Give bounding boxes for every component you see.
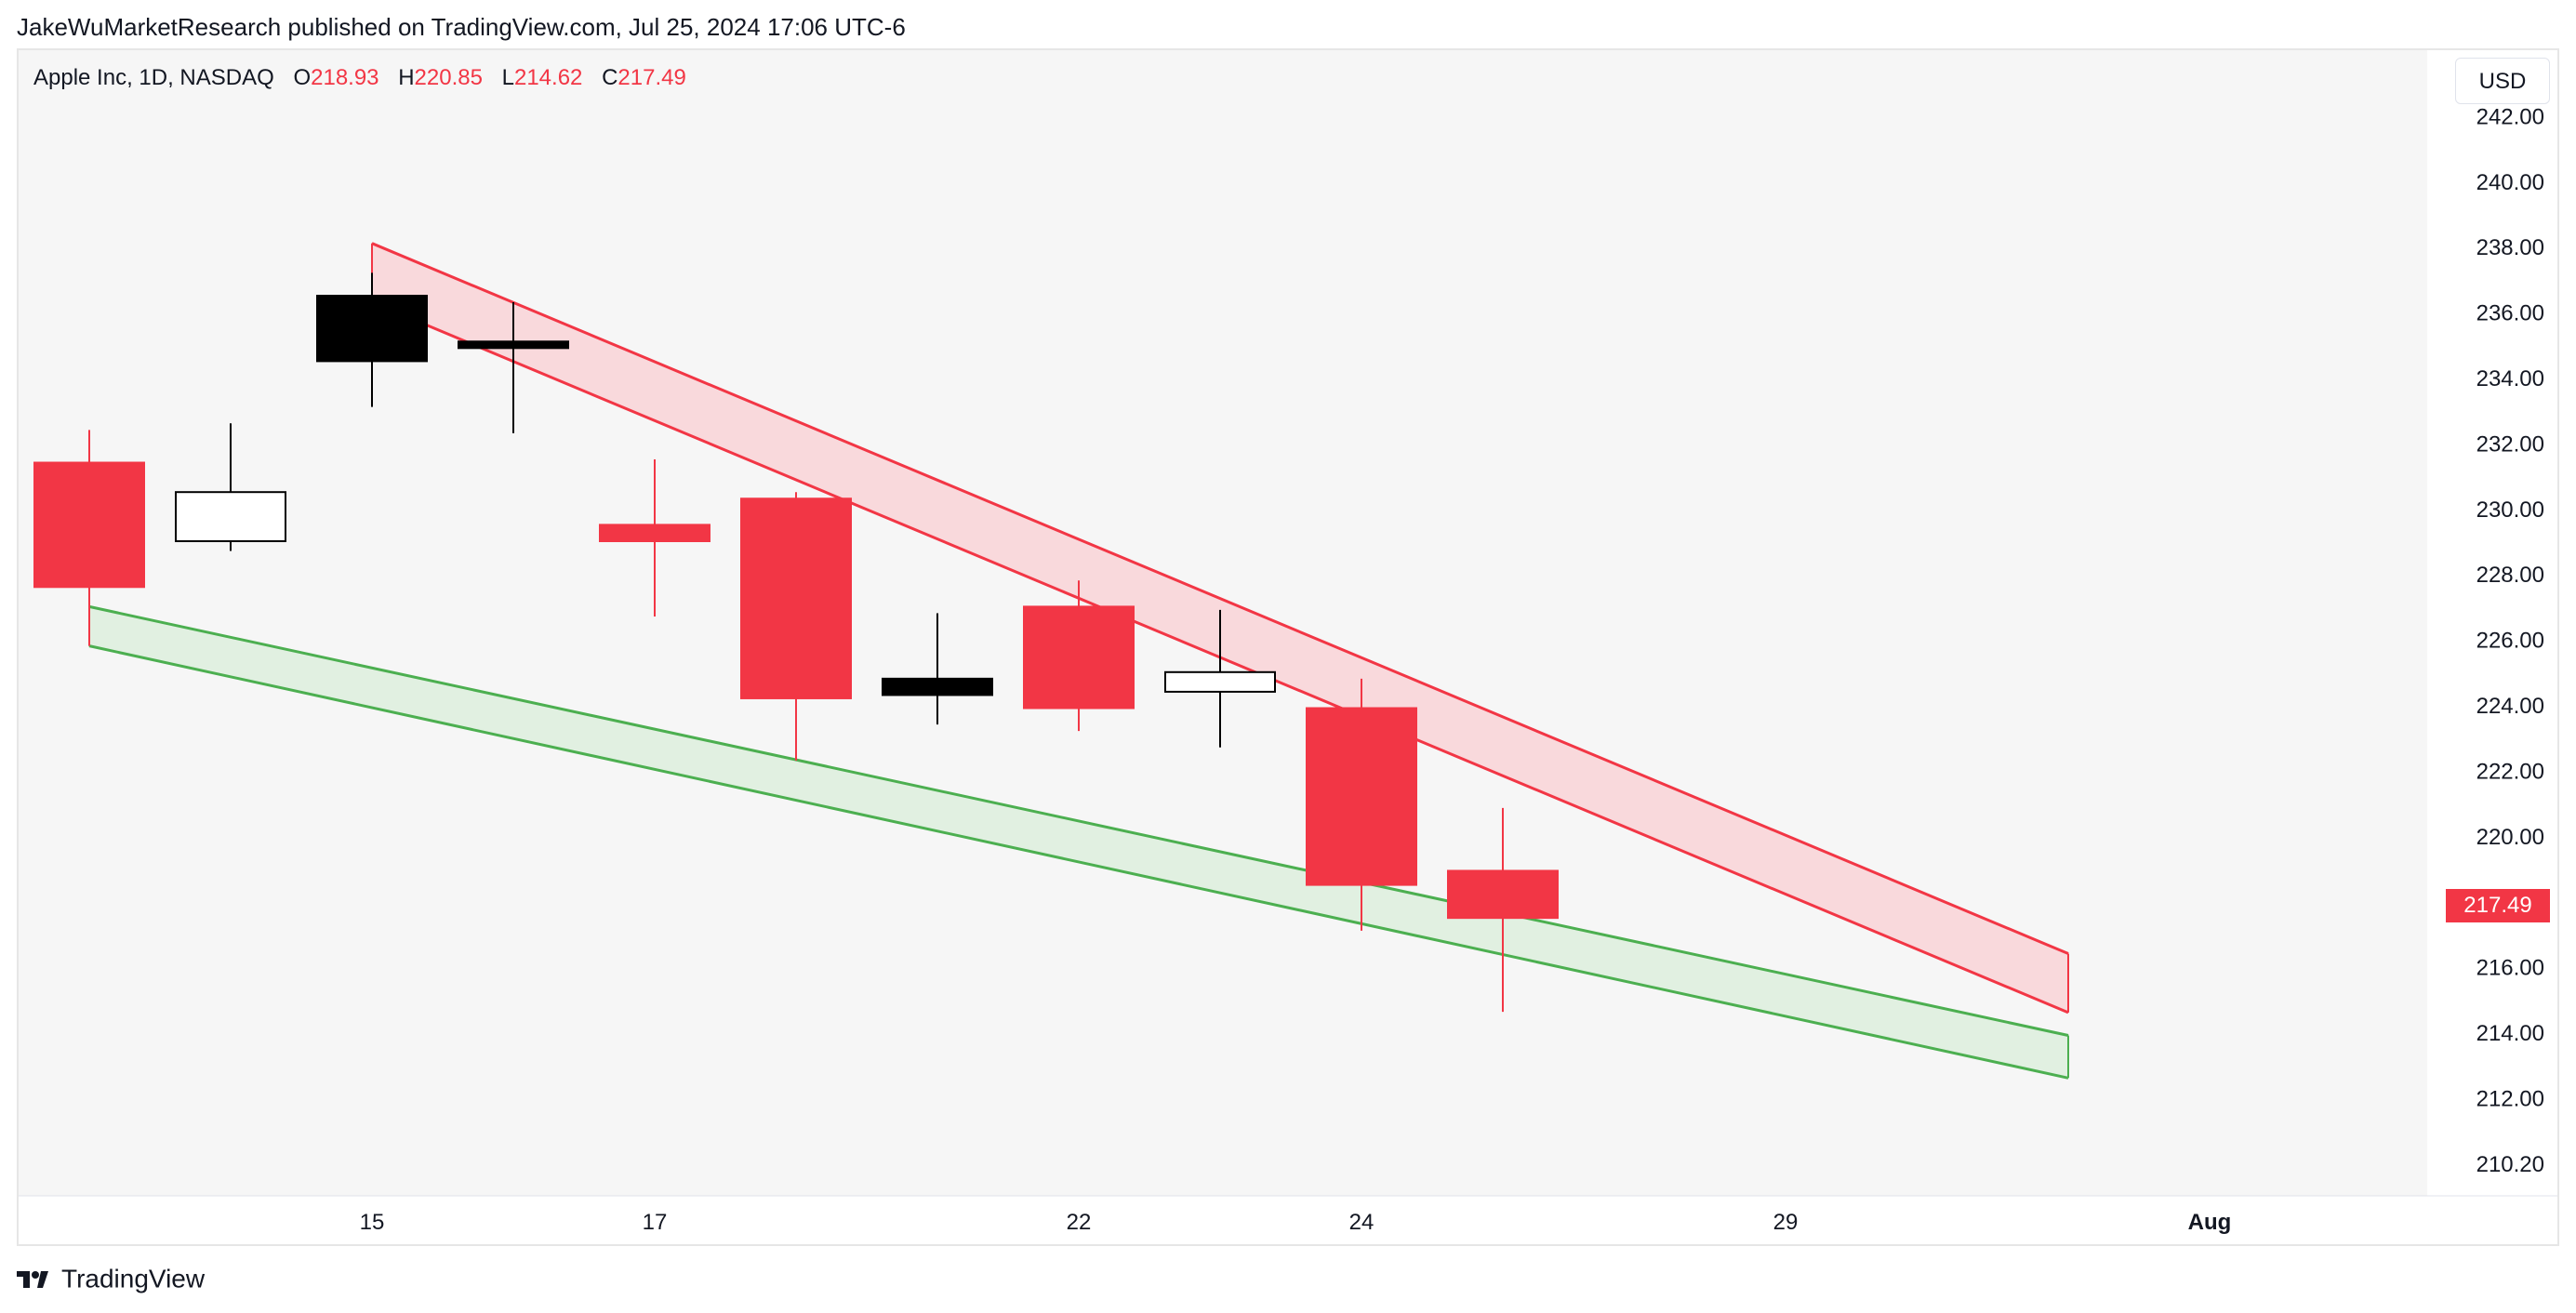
y-tick-label: 228.00 [2476,563,2544,588]
candle-body [175,491,286,543]
red-channel-upper-line [371,242,2069,955]
candle-body [1023,605,1135,710]
y-tick-label: 220.00 [2476,825,2544,850]
y-tick-label: 230.00 [2476,497,2544,523]
x-tick-label: 17 [643,1210,668,1235]
time-axis [19,1196,2557,1244]
candle-body [33,461,145,589]
y-tick-label: 234.00 [2476,366,2544,391]
y-tick-label: 240.00 [2476,170,2544,195]
tradingview-brand[interactable]: TradingView [17,1263,205,1294]
legend-close-label: C [602,65,618,90]
x-tick-label: 24 [1349,1210,1374,1235]
y-tick-label: 216.00 [2476,956,2544,981]
y-tick-label: 212.00 [2476,1086,2544,1111]
candle-body [1164,670,1276,693]
candle-body [740,497,852,699]
x-tick-label: Aug [2188,1210,2232,1235]
legend-high-label: H [398,65,415,90]
tradingview-brand-name: TradingView [61,1264,206,1293]
legend-low-label: L [501,65,514,90]
tradingview-logo-icon [17,1270,48,1288]
y-tick-label: 236.00 [2476,301,2544,326]
candle-body [882,677,993,696]
candle-body [458,340,569,350]
y-tick-label: 224.00 [2476,694,2544,719]
y-tick-label: 222.00 [2476,759,2544,784]
y-tick-label: 232.00 [2476,431,2544,457]
candle-body [599,524,710,543]
y-tick-label: 238.00 [2476,235,2544,260]
x-tick-label: 29 [1773,1210,1799,1235]
candle-body [1306,707,1417,886]
legend-open-value: 218.93 [311,65,379,90]
legend-high-value: 220.85 [414,65,483,90]
y-tick-label: 242.00 [2476,104,2544,129]
price-axis [2427,50,2557,1196]
y-tick-label: 214.00 [2476,1021,2544,1046]
green-channel-upper-line [88,604,2069,1037]
legend-low-value: 214.62 [513,65,583,90]
legend-open-label: O [293,65,312,90]
x-tick-label: 22 [1067,1210,1092,1235]
legend-close-value: 217.49 [617,65,686,90]
candle-body [316,295,428,363]
ohlc-legend: Apple Inc, 1D, NASDAQ O218.93 H220.85 L2… [33,65,699,91]
candle-body [1447,869,1559,920]
green-channel-fill [89,606,2068,1079]
legend-symbol: Apple Inc, 1D, NASDAQ [33,65,274,90]
last-price-label: 217.49 [2446,889,2550,922]
y-tick-label: 210.20 [2476,1152,2544,1177]
currency-button[interactable]: USD [2455,58,2550,104]
green-channel-lower-line [88,644,2069,1080]
x-tick-label: 15 [360,1210,385,1235]
publisher-header: JakeWuMarketResearch published on Tradin… [17,13,906,41]
y-tick-label: 226.00 [2476,629,2544,654]
